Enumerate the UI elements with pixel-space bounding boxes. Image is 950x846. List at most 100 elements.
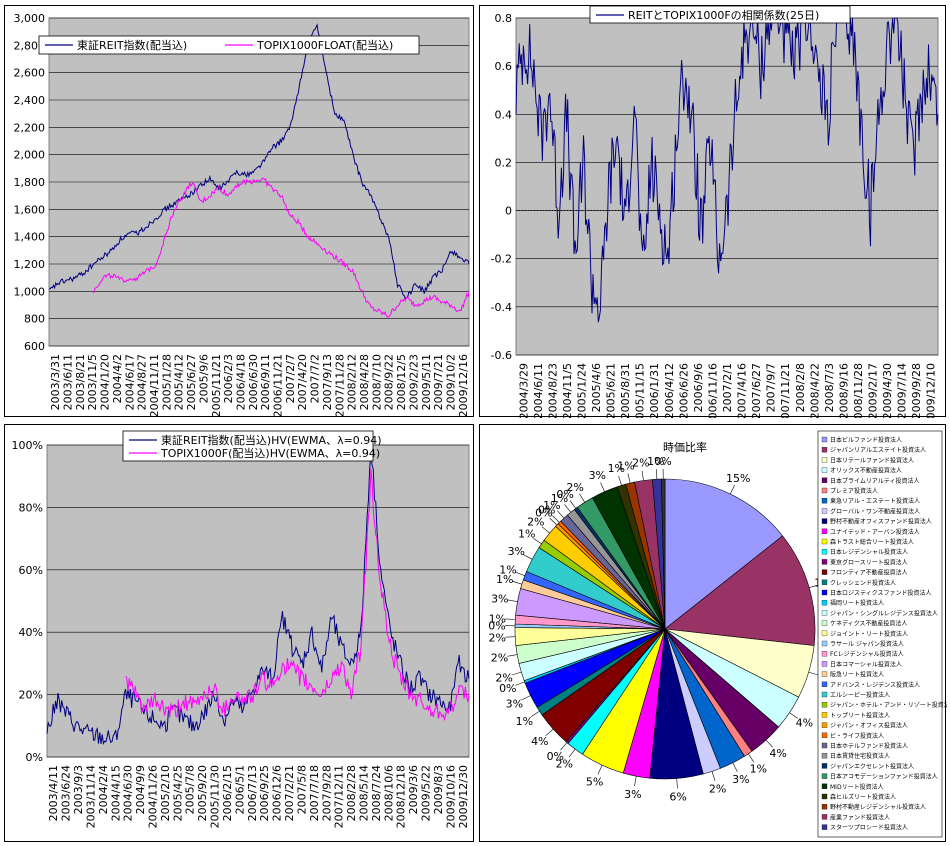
x-tick-label: 2009/12/10 [925, 363, 938, 418]
x-tick-label: 2008/5/14 [358, 765, 371, 821]
x-tick-label: 2009/3/6 [407, 765, 420, 814]
pie-data-label: 1% [750, 763, 767, 776]
pie-data-label: 1% [647, 455, 664, 468]
y-tick-label: -0.4 [491, 301, 512, 314]
pie-legend-label: プレミア投資法人 [830, 487, 878, 495]
x-tick-label: 2008/2/8 [794, 363, 807, 412]
pie-data-label: 4% [531, 735, 548, 748]
pie-data-label: 0% [538, 504, 555, 517]
x-tick-label: 2005/9/20 [196, 765, 209, 821]
pie-data-label: 3% [508, 545, 525, 558]
x-tick-label: 2008/7/3 [823, 363, 836, 412]
pie-leader-line [808, 671, 819, 676]
pie-legend-swatch [821, 651, 828, 657]
y-tick-label: -0.2 [491, 253, 512, 266]
pie-leader-line [656, 469, 658, 480]
pie-slice [664, 535, 816, 646]
pie-data-label: 0% [547, 750, 564, 763]
pie-legend-swatch [821, 712, 828, 718]
market-cap-pie-chart: 時価比率15%13%6%4%4%1%3%2%6%3%5%2%0%4%1%3%0%… [488, 430, 947, 838]
pie-legend-swatch [821, 691, 828, 698]
x-tick-label: 2008/4/28 [358, 354, 371, 410]
y-tick-label: 40% [19, 626, 43, 639]
x-tick-label: 2005/1/24 [575, 363, 588, 418]
y-tick-label: 1,200 [14, 258, 46, 271]
x-tick-label: 2004/6/30 [122, 765, 135, 821]
pie-legend-swatch [821, 753, 828, 759]
pie-data-label: 1% [499, 563, 516, 576]
pie-legend-label: 日本リテールファンド投資法人 [830, 456, 914, 464]
pie-legend-swatch [821, 793, 828, 800]
pie-legend-label: 野村不動産レジデンシャル投資法人 [830, 803, 926, 811]
pie-leader-line [597, 765, 603, 775]
x-tick-label: 2009/4/30 [881, 363, 894, 418]
x-tick-label: 2003/4/11 [47, 765, 60, 821]
x-tick-label: 2004/8/27 [136, 354, 149, 410]
y-tick-label: 2,400 [14, 94, 46, 107]
x-tick-label: 2003/11/5 [86, 354, 99, 410]
x-tick-label: 2006/12/6 [271, 765, 284, 821]
pie-legend-label: スターツプロシード投資法人 [830, 824, 908, 832]
pie-leader-line [809, 584, 819, 588]
pie-leader-line [533, 537, 542, 545]
x-tick-label: 2007/7/18 [308, 765, 321, 821]
x-tick-label: 2003/8/21 [74, 354, 87, 410]
pie-data-label: 4% [769, 747, 786, 760]
pie-legend-swatch [821, 671, 828, 677]
pie-legend-swatch [821, 630, 828, 636]
pie-legend-swatch [821, 773, 828, 779]
pie-legend-label: エルシーピー投資法人 [830, 691, 890, 699]
x-tick-label: 2004/3/29 [517, 363, 530, 418]
pie-legend-label: ケネディクス不動産投資法人 [830, 620, 907, 628]
pie-data-label: 1% [496, 573, 513, 586]
legend-label: REITとTOPIX1000Fの相関係数(25日) [628, 9, 819, 22]
pie-data-label: 3% [589, 469, 606, 482]
pie-data-label: 0% [535, 507, 552, 520]
pie-data-label: 2% [632, 457, 649, 470]
pie-legend-swatch [821, 763, 828, 769]
pie-leader-line [505, 636, 516, 638]
y-tick-label: 0.8 [495, 12, 513, 25]
x-tick-label: 2007/12/11 [333, 765, 346, 828]
x-tick-label: 2008/10/6 [382, 765, 395, 821]
pie-data-label: 1% [543, 499, 560, 512]
pie-legend-label: 日本賃貸住宅投資法人 [830, 752, 890, 760]
chart-panel-correlation: 0.8 0.6 0.4 0.2 0 -0.2 -0.4 -0.6 2004/3/29 2004/6… [479, 5, 946, 418]
x-tick-label: 2006/4/12 [663, 363, 676, 418]
x-tick-label: 2009/7/21 [432, 354, 445, 410]
pie-data-label: 4% [796, 717, 813, 730]
x-tick-label: 2008/12/5 [395, 354, 408, 410]
x-tick-label: 2007/4/16 [736, 363, 749, 418]
x-tick-label: 2006/7/13 [246, 765, 259, 821]
x-tick-label: 2005/6/27 [185, 354, 198, 410]
correlation-chart: 0.8 0.6 0.4 0.2 0 -0.2 -0.4 -0.6 2004/3/29 2004/6… [491, 6, 939, 418]
plot-area [46, 444, 470, 758]
x-tick-label: 2008/2/12 [346, 354, 359, 410]
y-tick-label: -0.6 [491, 349, 512, 362]
x-tick-label: 2006/2/15 [221, 765, 234, 821]
pie-leader-line [676, 778, 678, 789]
pie-leader-line [579, 493, 585, 503]
pie-legend-swatch [821, 549, 828, 555]
x-tick-label: 2006/11/21 [272, 354, 285, 417]
y-tick-label: 0% [26, 751, 43, 764]
x-tick-label: 2007/2/21 [283, 765, 296, 821]
x-tick-label: 2008/7/24 [370, 765, 383, 821]
y-tick-label: 600 [24, 340, 45, 353]
x-tick-label: 2005/11/21 [210, 354, 223, 417]
chart-panel-hv: 100% 80% 60% 40% 20% 0% 2003/4/11 2003/6/24 2003… [4, 424, 474, 842]
pie-legend-label: ジャパンリアルエステイト投資法人 [830, 446, 926, 454]
y-tick-label: 2,200 [14, 121, 46, 134]
x-tick-label: 2004/4/2 [111, 354, 124, 403]
x-tick-label: 2009/2/23 [407, 354, 420, 410]
pie-data-label: 0% [556, 488, 573, 501]
x-tick-label: 2008/9/16 [837, 363, 850, 418]
pie-leader-line [564, 504, 572, 513]
y-tick-label: 1,800 [14, 176, 46, 189]
x-tick-label: 2005/8/31 [619, 363, 632, 418]
pie-legend-swatch [821, 600, 828, 606]
x-tick-label: 2006/6/26 [677, 363, 690, 418]
pie-leader-line [552, 515, 560, 523]
pie-data-label: 2% [556, 758, 573, 771]
pie-legend-label: ユナイテッド・アーバン投資法人 [830, 528, 920, 536]
